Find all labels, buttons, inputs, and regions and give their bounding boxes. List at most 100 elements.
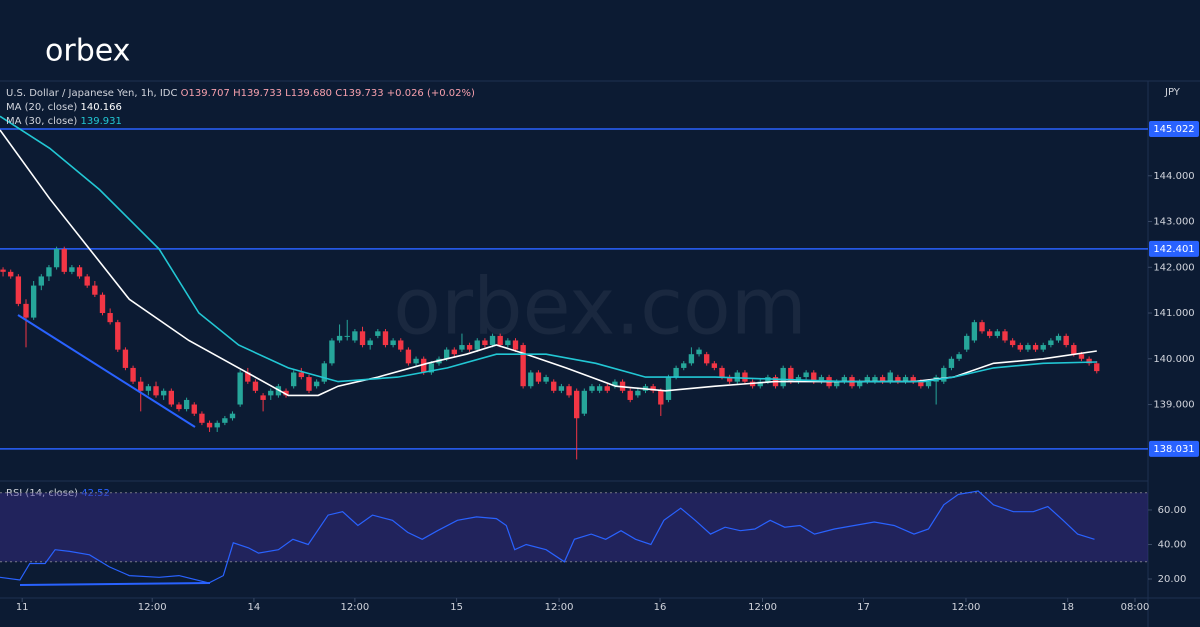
rsi-y-tick-label: 60.00 — [1158, 505, 1187, 516]
candle-body — [115, 322, 121, 350]
candle-body — [902, 377, 909, 382]
candle-body — [520, 345, 526, 387]
level-label: 142.401 — [1153, 244, 1194, 255]
candle-body — [574, 390, 580, 419]
candle-body — [84, 276, 90, 286]
y-tick-label: 143.000 — [1153, 217, 1194, 228]
candle-body — [719, 367, 725, 378]
candle-body — [1040, 345, 1046, 350]
x-tick-label: 11 — [16, 602, 29, 613]
candle-body — [229, 413, 236, 419]
x-tick-label: 18 — [1061, 602, 1074, 613]
candle-body — [971, 322, 978, 341]
y-tick-label: 141.000 — [1153, 308, 1194, 319]
candle-body — [130, 367, 136, 382]
x-tick-label: 12:00 — [138, 602, 167, 613]
x-tick-label: 12:00 — [748, 602, 777, 613]
candle-body — [856, 381, 863, 387]
candle-body — [497, 335, 503, 346]
legend-value: 139.931 — [80, 116, 121, 127]
candle-body — [612, 381, 618, 387]
ma-line — [0, 115, 1097, 383]
candle-body — [206, 422, 213, 428]
legend-rsi: RSI (14, close) 42.52 — [6, 488, 110, 499]
candle-body — [283, 390, 289, 396]
candle-body — [199, 413, 205, 423]
candle-body — [99, 294, 106, 314]
candle-body — [604, 386, 610, 391]
candle-body — [528, 372, 534, 387]
candle-body — [681, 363, 687, 368]
x-tick-label: 12:00 — [340, 602, 369, 613]
x-tick-label: 15 — [450, 602, 463, 613]
candle-body — [160, 390, 167, 396]
candle-body — [956, 354, 962, 359]
candle-body — [53, 248, 60, 268]
candle-body — [367, 340, 373, 346]
candle-body — [1009, 340, 1016, 346]
candle-body — [92, 285, 98, 295]
candle-body — [872, 377, 878, 382]
candle-body — [589, 386, 595, 391]
candle-body — [505, 340, 511, 346]
candle-body — [176, 404, 182, 410]
candle-body — [313, 381, 320, 387]
candle-body — [237, 372, 243, 405]
candle-body — [375, 331, 381, 336]
candle-body — [864, 377, 870, 382]
level-label: 138.031 — [1153, 444, 1194, 455]
candle-body — [359, 331, 366, 346]
candle-body — [925, 381, 932, 387]
candle-body — [1071, 345, 1077, 355]
candle-body — [252, 381, 259, 391]
logo: orbex — [45, 34, 130, 69]
candle-body — [321, 363, 327, 382]
candle-body — [398, 340, 404, 350]
y-tick-label: 144.000 — [1153, 171, 1194, 182]
ohlc: L139.680 — [285, 88, 332, 99]
candle-body — [941, 367, 947, 382]
candle-body — [268, 390, 274, 396]
level-label-box — [1149, 440, 1199, 457]
candle-body — [780, 367, 786, 387]
candle-body — [535, 372, 542, 382]
rsi-y-tick-label: 20.00 — [1158, 574, 1187, 585]
y-tick-label: 140.000 — [1153, 354, 1194, 365]
candle-body — [596, 386, 603, 391]
candle-body — [183, 399, 190, 410]
x-tick-label: 12:00 — [952, 602, 981, 613]
candle-body — [23, 303, 29, 318]
candle-body — [382, 331, 389, 346]
candle-body — [443, 349, 450, 359]
candle-body — [306, 377, 312, 391]
ohlc: H139.733 — [233, 88, 282, 99]
candle-body — [298, 372, 305, 378]
candle-body — [726, 377, 733, 382]
candle-body — [635, 390, 641, 396]
candle-body — [879, 377, 886, 382]
candle-body — [1055, 335, 1062, 341]
legend-name: MA (30, close) — [6, 116, 77, 127]
legend-name: RSI (14, close) — [6, 488, 78, 499]
candle-body — [788, 367, 794, 382]
candle-body — [910, 377, 916, 382]
candle-body — [1032, 345, 1039, 350]
level-label: 145.022 — [1153, 124, 1194, 135]
candle-body — [711, 363, 718, 368]
rsi-y-tick-label: 40.00 — [1158, 539, 1187, 550]
y-tick-label: 139.000 — [1153, 400, 1194, 411]
ohlc: C139.733 — [335, 88, 383, 99]
candle-body — [61, 248, 67, 272]
candle-body — [704, 354, 710, 364]
trendline — [17, 314, 196, 428]
candle-body — [1017, 345, 1023, 350]
candle-body — [474, 340, 480, 350]
candle-body — [390, 340, 396, 346]
legend-value: 140.166 — [80, 102, 121, 113]
legend-name: MA (20, close) — [6, 102, 77, 113]
candle-body — [688, 354, 695, 364]
candle-body — [512, 340, 519, 350]
candle-body — [918, 381, 924, 387]
candle-body — [413, 358, 419, 364]
candle-body — [482, 340, 488, 346]
